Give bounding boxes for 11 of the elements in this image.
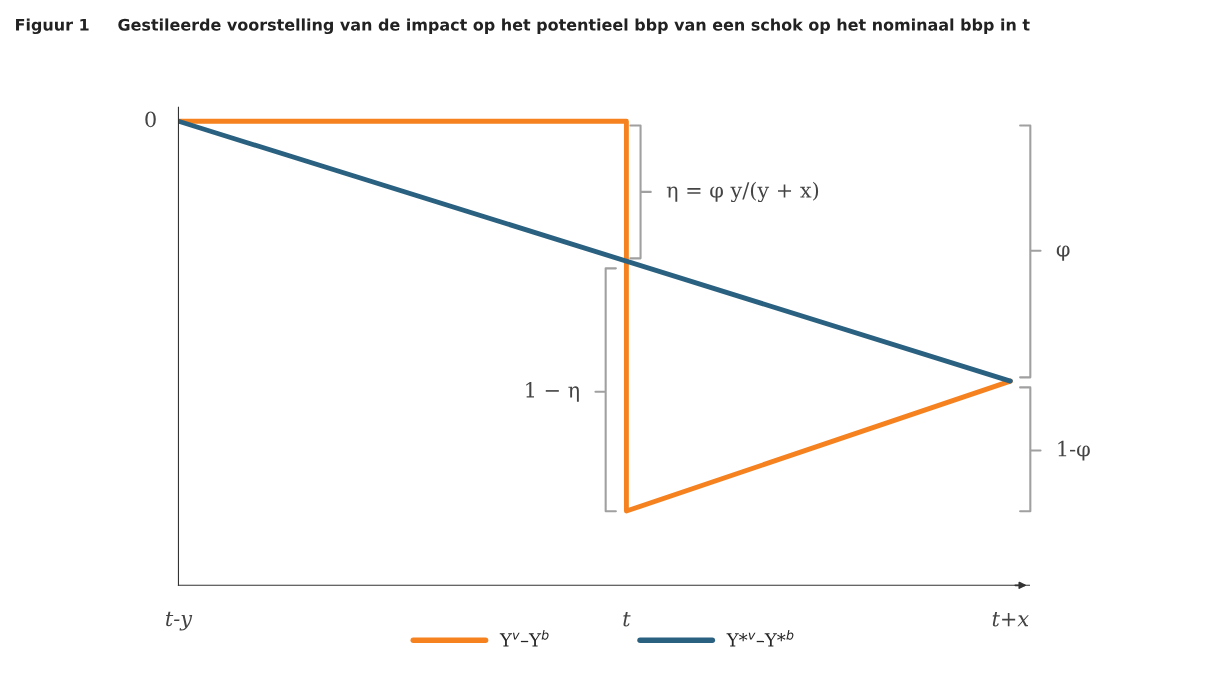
text: φ (1056, 245, 1070, 261)
x-tick-label: t-y (166, 611, 193, 631)
legend-label: Y*$^{v}$–Y*$^{b}$ (726, 629, 794, 647)
x-tick-label: t+x (992, 611, 1029, 627)
legend-label: Y$^{v}$–Y$^{b}$ (499, 629, 549, 647)
chart-title: Figuur 1 Gestileerde voorstelling van de impact op het potentieel bbp van een schok op het nominaal bbp in t (16, 18, 1030, 34)
text: 1-φ (1058, 440, 1090, 461)
annotation: 1 − η (526, 381, 579, 402)
x-tick-label: t (623, 611, 631, 627)
text: 0 (145, 111, 156, 128)
annotation: η = φ y/(y + x) (666, 181, 819, 203)
